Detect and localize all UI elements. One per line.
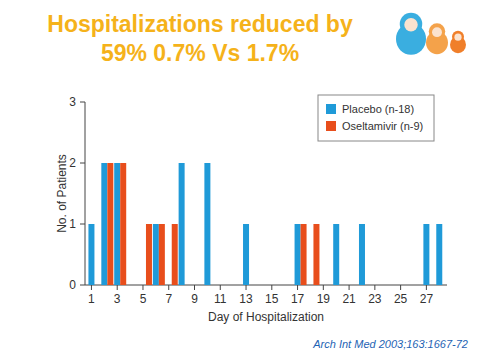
bar [243, 224, 249, 285]
doll-head [400, 13, 423, 36]
legend-label: Oseltamivir (n-9) [342, 120, 423, 132]
bar [146, 224, 152, 285]
legend-swatch [326, 121, 336, 131]
x-tick-label: 27 [420, 292, 434, 306]
doll-head [452, 31, 464, 43]
x-tick [297, 285, 298, 290]
x-tick [323, 285, 324, 290]
bar [359, 224, 365, 285]
x-tick [194, 285, 195, 290]
x-tick [91, 285, 92, 290]
x-axis [85, 285, 447, 286]
x-tick-label: 23 [368, 292, 382, 306]
legend-label: Placebo (n-18) [342, 103, 414, 115]
x-tick-label: 21 [342, 292, 356, 306]
x-tick-label: 5 [140, 292, 147, 306]
y-tick-label: 2 [69, 156, 76, 170]
bar [204, 163, 210, 285]
doll-head [429, 23, 446, 39]
x-tick-label: 1 [88, 292, 95, 306]
x-axis-label: Day of Hospitalization [208, 310, 324, 324]
source-note: Arch Int Med 2003;163:1667-72 [312, 338, 468, 350]
bar [301, 224, 307, 285]
bar [295, 224, 301, 285]
chart-title: Hospitalizations reduced by 59% 0.7% Vs … [35, 10, 365, 68]
legend-box [318, 95, 434, 141]
doll-face [454, 34, 461, 41]
x-tick-label: 19 [317, 292, 331, 306]
bar [313, 224, 319, 285]
x-tick-label: 13 [239, 292, 253, 306]
y-axis-label: No. of Patients [55, 154, 69, 233]
x-tick [374, 285, 375, 290]
bar [333, 224, 339, 285]
bar [423, 224, 429, 285]
x-tick-label: 7 [165, 292, 172, 306]
chart: 012313579111315171921232527No. of Patien… [0, 0, 480, 360]
y-tick [80, 163, 85, 164]
bar [101, 163, 107, 285]
bar [153, 224, 159, 285]
y-tick [80, 102, 85, 103]
x-tick-label: 15 [265, 292, 279, 306]
x-tick [142, 285, 143, 290]
x-tick [117, 285, 118, 290]
y-tick-label: 3 [69, 95, 76, 109]
x-tick-label: 3 [114, 292, 121, 306]
x-tick [426, 285, 427, 290]
x-tick [271, 285, 272, 290]
bars [88, 163, 442, 285]
bar [107, 163, 113, 285]
x-tick [349, 285, 350, 290]
x-tick [220, 285, 221, 290]
bar [159, 224, 165, 285]
bar [120, 163, 126, 285]
y-tick [80, 224, 85, 225]
y-tick-label: 0 [69, 278, 76, 292]
doll-face [432, 27, 442, 37]
x-tick-label: 17 [291, 292, 305, 306]
x-tick-label: 11 [214, 292, 227, 306]
y-tick [80, 285, 85, 286]
bar [172, 224, 178, 285]
bar [436, 224, 442, 285]
bar [114, 163, 120, 285]
x-tick-label: 9 [191, 292, 198, 306]
bar [179, 163, 185, 285]
y-axis [85, 102, 86, 285]
x-tick [168, 285, 169, 290]
x-tick [400, 285, 401, 290]
legend-swatch [326, 104, 336, 114]
doll-face [404, 18, 418, 32]
y-tick-label: 1 [69, 217, 76, 231]
bar [88, 224, 94, 285]
x-tick-label: 25 [394, 292, 408, 306]
x-tick [246, 285, 247, 290]
